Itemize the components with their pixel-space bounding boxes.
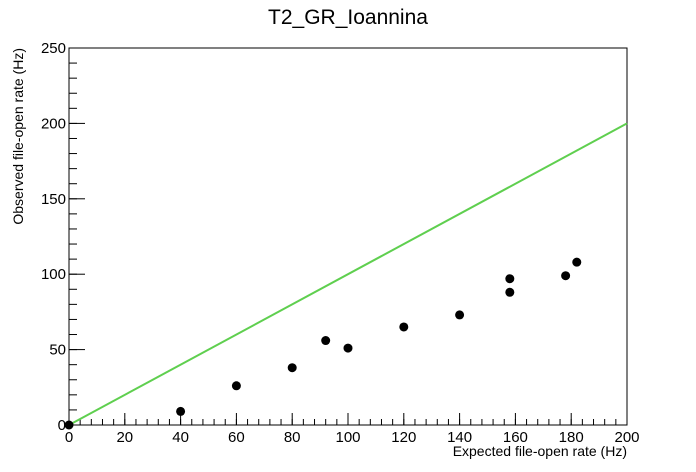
x-tick-label: 100 bbox=[335, 429, 360, 446]
y-tick-label: 0 bbox=[58, 417, 66, 434]
data-point bbox=[343, 343, 353, 353]
axes: 0 20 40 60 80 100 120 140 160 180 200 0 50 100 150 200 2… bbox=[41, 40, 640, 446]
y-tick-label: 150 bbox=[41, 191, 66, 208]
plot-frame bbox=[68, 47, 628, 426]
x-tick-label: 180 bbox=[559, 429, 584, 446]
x-tick-label: 140 bbox=[447, 429, 472, 446]
data-point bbox=[231, 381, 241, 391]
data-point bbox=[561, 271, 571, 281]
data-point bbox=[572, 257, 582, 267]
reference-line bbox=[68, 122, 628, 426]
x-tick-label: 80 bbox=[284, 429, 301, 446]
data-point bbox=[399, 322, 409, 332]
data-points bbox=[64, 257, 582, 430]
data-point bbox=[505, 274, 515, 284]
data-point bbox=[455, 310, 465, 320]
data-point bbox=[64, 420, 74, 430]
y-tick-label: 100 bbox=[41, 266, 66, 283]
y-tick-label: 50 bbox=[49, 342, 66, 359]
x-tick-label: 0 bbox=[65, 429, 73, 446]
x-tick-label: 20 bbox=[116, 429, 133, 446]
chart-title: T2_GR_Ioannina bbox=[268, 6, 428, 29]
reference-line-group bbox=[68, 122, 628, 426]
data-point bbox=[321, 336, 331, 346]
data-point bbox=[287, 363, 297, 373]
y-tick-label: 250 bbox=[41, 40, 66, 57]
x-tick-label: 40 bbox=[172, 429, 189, 446]
x-tick-label: 120 bbox=[391, 429, 416, 446]
y-tick-label: 200 bbox=[41, 115, 66, 132]
x-tick-label: 200 bbox=[614, 429, 639, 446]
data-point bbox=[176, 406, 186, 416]
y-axis-title: Observed file-open rate (Hz) bbox=[10, 48, 26, 225]
x-axis-title: Expected file-open rate (Hz) bbox=[453, 443, 627, 459]
x-tick-label: 160 bbox=[503, 429, 528, 446]
data-point bbox=[505, 287, 515, 297]
x-tick-label: 60 bbox=[228, 429, 245, 446]
